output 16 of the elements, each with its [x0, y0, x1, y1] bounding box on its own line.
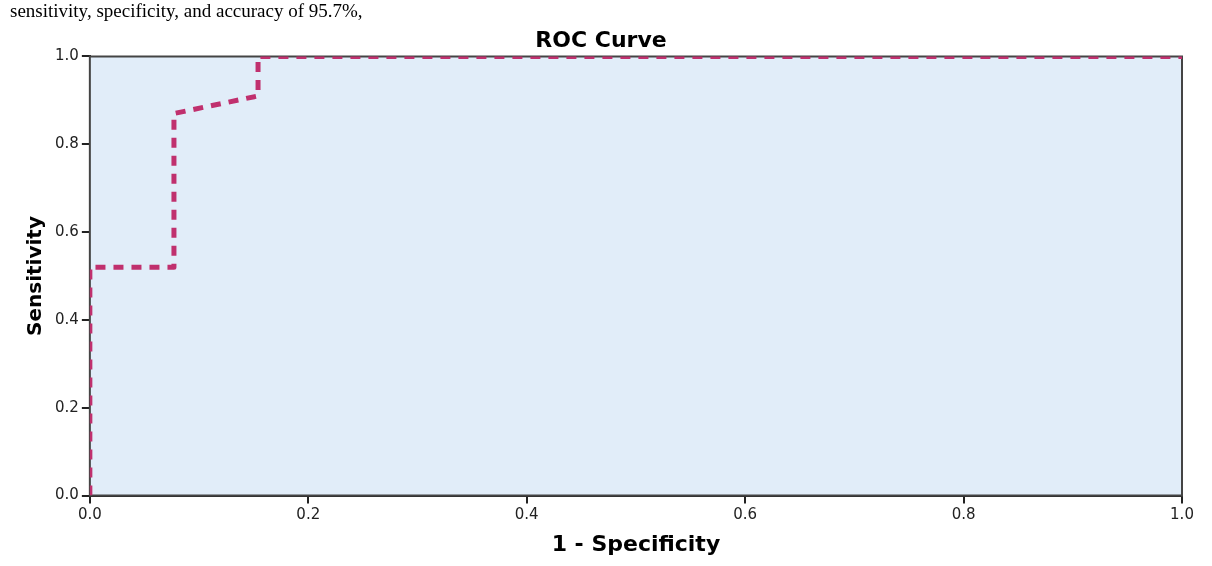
y-tick-label: 0.2	[55, 397, 79, 416]
text: sensitivity, specificity, and accuracy of 95.7%,	[10, 0, 363, 22]
x-tick-label: 1.0	[1170, 505, 1194, 524]
x-tick-label: 0.4	[514, 505, 539, 524]
y-tick-label: 1.0	[55, 46, 79, 65]
x-tick-label: 0.6	[733, 505, 758, 524]
y-tick-label: 0.8	[55, 134, 79, 153]
y-tick-label: 0.4	[55, 309, 79, 328]
y-tick-label: 0.6	[55, 221, 79, 240]
x-tick-label: 0.2	[296, 505, 321, 524]
x-tick-label: 0.0	[77, 505, 102, 524]
x-tick-label: 0.8	[951, 505, 976, 524]
y-axis-title: Sensitivity	[22, 216, 47, 336]
chart-title: ROC Curve	[535, 26, 667, 52]
x-axis-title: 1 - Specificity	[551, 530, 721, 556]
y-tick-label: 0.0	[55, 485, 79, 504]
